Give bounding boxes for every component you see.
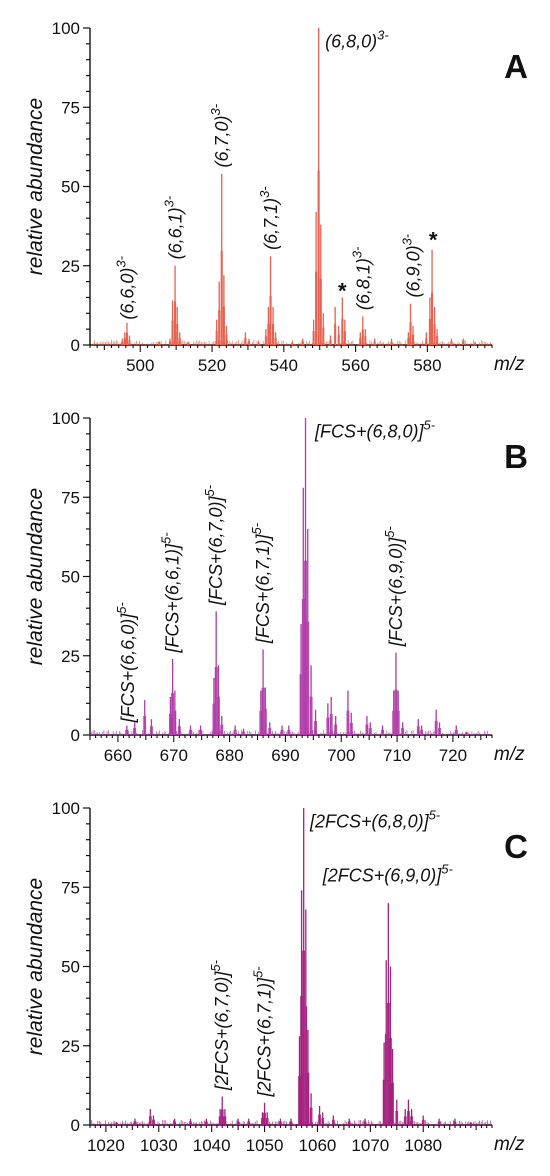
x-tick-label: 1050 [246, 1136, 284, 1155]
x-tick-label: 540 [270, 356, 298, 375]
peak-annotation: (6,8,0)3- [325, 28, 389, 52]
x-tick-label: 1030 [140, 1136, 178, 1155]
peak-annotation: [FCS+(6,6,1)]5- [159, 532, 183, 654]
spectrum-panel-a: 0 25 50 75 100 500 520 540 560 580 m/z relative abu… [24, 19, 528, 375]
y-tick-label: 50 [61, 568, 80, 587]
peak-annotation: [FCS+(6,7,1)]5- [249, 522, 273, 644]
panel-letter: C [504, 828, 528, 865]
x-tick-label: 580 [413, 356, 441, 375]
x-axis-label: m/z [494, 354, 525, 375]
y-tick-label: 100 [52, 19, 80, 38]
x-tick-label: 690 [271, 746, 299, 765]
y-tick-label: 25 [61, 1037, 80, 1056]
x-tick-label: 700 [327, 746, 355, 765]
y-axis-label: relative abundance [24, 488, 47, 665]
peak-annotation: [FCS+(6,7,0)]5- [202, 484, 226, 606]
x-tick-label: 660 [104, 746, 132, 765]
y-axis-label: relative abundance [24, 98, 47, 275]
x-tick-label: 1060 [299, 1136, 337, 1155]
panel-letter: A [504, 48, 528, 85]
peak-annotation: [2FCS+(6,7,1)]5- [251, 966, 275, 1098]
y-tick-label: 75 [61, 878, 80, 897]
peak-annotation: (6,6,0)3- [114, 255, 138, 319]
peak-annotation: [2FCS+(6,8,0)]5- [309, 808, 441, 832]
y-tick-label: 100 [52, 409, 80, 428]
y-tick-label: 25 [61, 257, 80, 276]
x-tick-label: 1070 [351, 1136, 389, 1155]
peak-annotation: (6,7,0)3- [208, 103, 232, 167]
y-tick-label: 75 [61, 98, 80, 117]
y-tick-label: 50 [61, 958, 80, 977]
peak-annotation: [2FCS+(6,9,0)]5- [322, 861, 454, 885]
peak-annotation: [FCS+(6,6,0)]5- [114, 602, 138, 724]
y-tick-label: 0 [71, 726, 80, 745]
peak-annotation: (6,6,1)3- [161, 195, 185, 259]
y-tick-label: 100 [52, 799, 80, 818]
peak-annotation: [2FCS+(6,7,0)]5- [208, 959, 232, 1091]
star-marker: * [429, 228, 438, 253]
x-tick-label: 1080 [404, 1136, 442, 1155]
peak-annotation: [FCS+(6,9,0)]5- [382, 525, 406, 647]
y-tick-label: 0 [71, 1116, 80, 1135]
x-tick-label: 720 [439, 746, 467, 765]
spectrum-panel-b: 0 25 50 75 100 660 670 680 690 700 710 720 m/z relati… [24, 409, 528, 765]
x-tick-label: 1040 [193, 1136, 231, 1155]
peak-annotation: (6,7,1)3- [257, 186, 281, 250]
x-tick-label: 710 [383, 746, 411, 765]
peak-annotation: (6,8,1)3- [350, 246, 374, 310]
y-tick-label: 25 [61, 647, 80, 666]
x-tick-label: 1020 [87, 1136, 125, 1155]
x-axis-label: m/z [494, 1134, 525, 1155]
y-tick-label: 0 [71, 336, 80, 355]
y-tick-label: 75 [61, 488, 80, 507]
y-axis-label: relative abundance [24, 878, 47, 1055]
x-axis-label: m/z [494, 744, 525, 765]
panel-letter: B [504, 438, 528, 475]
peak-annotation: (6,9,0)3- [400, 233, 424, 297]
x-tick-label: 500 [126, 356, 154, 375]
x-tick-label: 520 [198, 356, 226, 375]
y-tick-label: 50 [61, 178, 80, 197]
x-tick-label: 680 [215, 746, 243, 765]
star-marker: * [338, 278, 347, 303]
peak-annotation: [FCS+(6,8,0)]5- [314, 418, 436, 442]
x-tick-label: 560 [341, 356, 369, 375]
spectrum-panel-c: 0 25 50 75 100 1020 1030 1040 1050 1060 1070 1080 m/… [24, 799, 528, 1155]
x-tick-label: 670 [160, 746, 188, 765]
